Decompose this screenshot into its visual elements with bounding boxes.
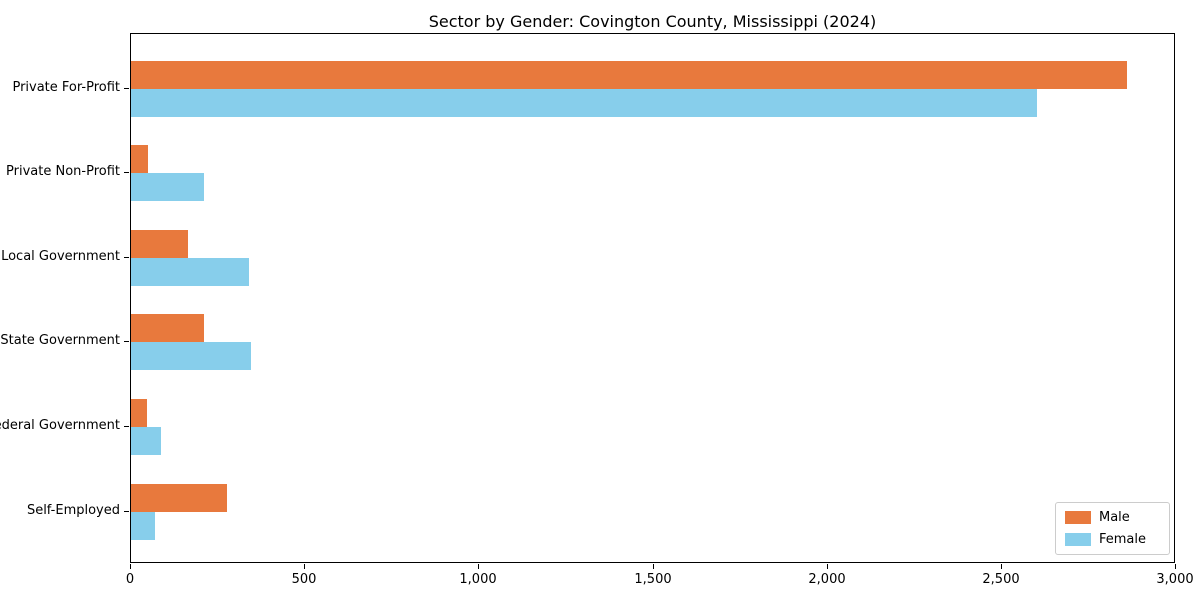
y-tick-label: Private For-Profit [12,80,120,95]
bar-female-2 [131,173,204,202]
y-tick-mark [124,511,129,512]
bar-male-5 [131,398,147,427]
y-tick-label: Private Non-Profit [6,164,120,179]
x-tick-mark [653,564,654,569]
y-tick-mark [124,88,129,89]
x-tick-mark [1001,564,1002,569]
bar-female-3 [131,257,249,286]
bar-female-6 [131,511,155,540]
x-tick-label: 1,500 [634,572,672,587]
x-tick-mark [304,564,305,569]
x-tick-label: 2,000 [808,572,846,587]
y-tick-label: Federal Government [0,418,120,433]
x-tick-mark [130,564,131,569]
y-tick-mark [124,426,129,427]
legend-swatch-female [1064,533,1091,546]
chart-title: Sector by Gender: Covington County, Miss… [428,12,877,31]
bar-male-6 [131,483,227,512]
x-tick-mark [1175,564,1176,569]
legend-item-male: Male [1064,510,1160,525]
x-tick-label: 2,500 [982,572,1020,587]
legend-item-female: Female [1064,532,1160,547]
x-tick-label: 0 [125,572,135,587]
x-tick-mark [827,564,828,569]
bar-male-2 [131,145,148,174]
legend: Male Female [1054,502,1170,555]
bar-female-1 [131,88,1037,117]
legend-swatch-male [1064,511,1091,524]
y-tick-label: Local Government [1,249,120,264]
x-tick-label: 1,000 [459,572,497,587]
y-tick-mark [124,341,129,342]
y-tick-label: State Government [0,333,120,348]
y-tick-label: Self-Employed [26,503,120,518]
bar-male-1 [131,60,1127,89]
legend-label-female: Female [1098,532,1146,547]
y-tick-mark [124,257,129,258]
y-tick-mark [124,172,129,173]
bar-male-3 [131,229,188,258]
x-tick-label: 500 [291,572,317,587]
legend-label-male: Male [1098,510,1130,525]
bar-female-5 [131,426,161,455]
x-tick-mark [478,564,479,569]
bar-male-4 [131,314,204,343]
plot-area: Male Female [130,33,1175,563]
bar-female-4 [131,342,251,371]
x-tick-label: 3,000 [1156,572,1194,587]
